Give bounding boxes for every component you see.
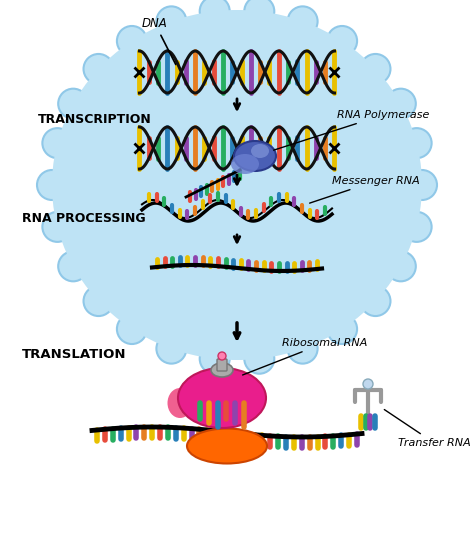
- FancyBboxPatch shape: [217, 359, 227, 371]
- Text: DNA: DNA: [142, 17, 176, 64]
- Circle shape: [401, 212, 432, 242]
- Text: RNA PROCESSING: RNA PROCESSING: [22, 212, 146, 225]
- Circle shape: [58, 89, 88, 118]
- Circle shape: [360, 54, 391, 84]
- Text: RNA Polymerase: RNA Polymerase: [273, 110, 429, 150]
- Circle shape: [327, 26, 357, 56]
- Circle shape: [386, 89, 416, 118]
- Circle shape: [117, 26, 147, 56]
- Circle shape: [156, 334, 186, 364]
- Circle shape: [327, 314, 357, 344]
- Circle shape: [37, 170, 67, 200]
- Circle shape: [156, 6, 186, 36]
- Circle shape: [244, 344, 274, 374]
- Ellipse shape: [52, 10, 422, 360]
- Ellipse shape: [167, 388, 192, 418]
- Circle shape: [42, 212, 73, 242]
- Text: TRANSLATION: TRANSLATION: [22, 348, 127, 361]
- Text: Ribosomal RNA: Ribosomal RNA: [243, 338, 367, 375]
- Ellipse shape: [231, 154, 259, 174]
- Ellipse shape: [54, 12, 420, 358]
- Ellipse shape: [234, 141, 276, 171]
- Circle shape: [407, 170, 437, 200]
- Circle shape: [83, 286, 114, 316]
- Circle shape: [288, 6, 318, 36]
- Circle shape: [58, 252, 88, 281]
- Circle shape: [218, 352, 226, 360]
- Ellipse shape: [187, 428, 267, 464]
- Text: Messenger RNA: Messenger RNA: [310, 176, 420, 203]
- Circle shape: [360, 286, 391, 316]
- Circle shape: [117, 314, 147, 344]
- Circle shape: [200, 344, 230, 374]
- Ellipse shape: [251, 144, 269, 158]
- Circle shape: [83, 54, 114, 84]
- Circle shape: [200, 0, 230, 27]
- Ellipse shape: [178, 368, 266, 428]
- Circle shape: [386, 252, 416, 281]
- Circle shape: [401, 128, 432, 158]
- Circle shape: [42, 128, 73, 158]
- Circle shape: [244, 0, 274, 27]
- Circle shape: [363, 379, 373, 389]
- Circle shape: [288, 334, 318, 364]
- Ellipse shape: [211, 363, 233, 377]
- Text: Transfer RNA: Transfer RNA: [384, 410, 471, 448]
- Text: TRANSCRIPTION: TRANSCRIPTION: [38, 113, 152, 126]
